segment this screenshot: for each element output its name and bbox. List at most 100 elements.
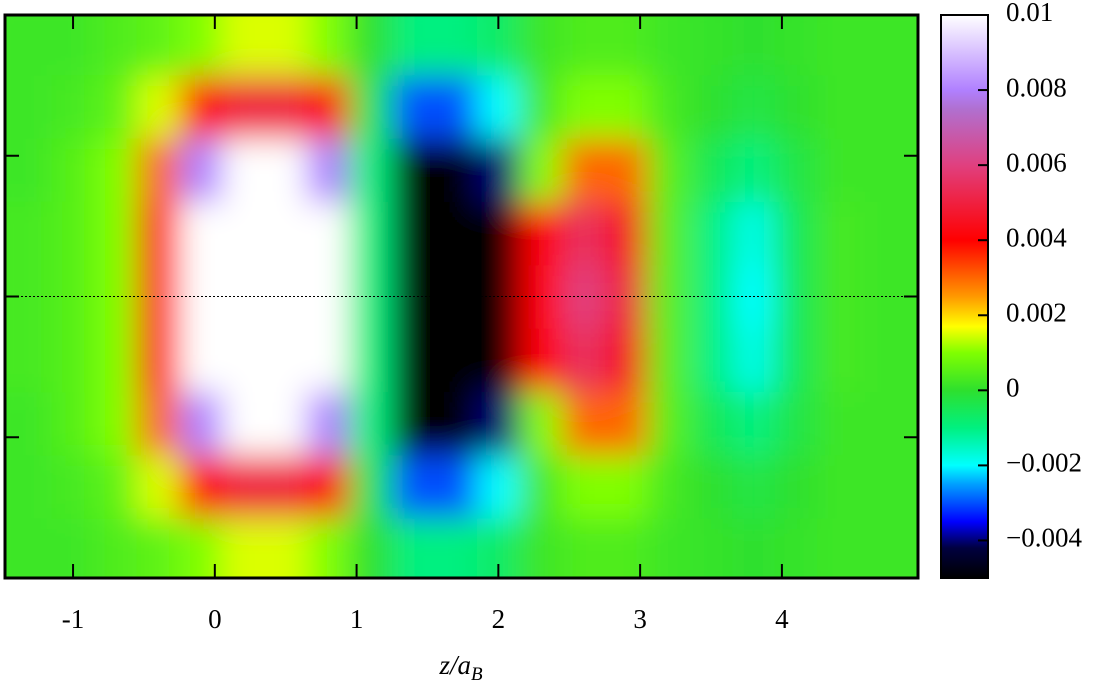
colorbar-tick-label: 0.004 [1006,222,1067,252]
heatmap-cell [51,391,95,456]
heatmap-cell [221,454,265,519]
heatmap-cell [647,138,691,202]
heatmap-cell [94,454,138,519]
heatmap-cell [859,74,918,139]
heatmap-cell [774,328,818,393]
heatmap-cell [306,15,351,76]
heatmap-cell [392,518,436,578]
heatmap-cell [434,15,478,76]
heatmap-cell [264,15,308,76]
heatmap-cell [477,391,521,456]
heatmap-cell [221,328,265,393]
heatmap-cell [392,328,436,393]
heatmap-cell [94,391,138,456]
heatmap-cell [349,138,393,202]
heatmap-cell [647,454,691,519]
heatmap-cell [689,454,733,519]
heatmap-cell [604,138,648,202]
heatmap-cell [392,391,436,456]
heatmap-cell [94,328,138,393]
heatmap-cell [859,138,918,202]
heatmap-cell [604,518,648,578]
plot-area [5,15,918,578]
heatmap-cell [477,138,521,202]
heatmap-cell [647,74,691,139]
heatmap-cell [519,74,563,139]
heatmap-cell [5,518,53,578]
heatmap-cell [349,518,393,578]
heatmap-cell [5,391,53,456]
heatmap-cell [562,328,606,393]
heatmap-cell [434,201,478,266]
heatmap-cell [5,201,53,266]
heatmap-cell [647,328,691,393]
heatmap-cell [94,74,138,139]
heatmap-cell [562,15,606,76]
heatmap-cell [604,15,648,76]
heatmap-cell [306,138,351,202]
heatmap-cell [264,328,308,393]
heatmap-cell [562,74,606,139]
heatmap-cell [349,391,393,456]
heatmap-cell [562,454,606,519]
colorbar-tick-label: −0.004 [1006,523,1082,553]
heatmap-cell [136,454,180,519]
colorbar-tick-label: −0.002 [1006,448,1082,478]
heatmap-cell [5,454,53,519]
heatmap-cell [859,15,918,76]
colorbar-tick-label: 0.006 [1006,147,1067,177]
heatmap-cell [264,454,308,519]
heatmap-cell [179,328,223,393]
heatmap-cell [51,74,95,139]
heatmap-cell [349,74,393,139]
x-tick-label: 0 [208,604,222,634]
heatmap-cell [732,74,776,139]
heatmap-cell [349,328,393,393]
heatmap-cell [817,454,861,519]
heatmap-cell [562,518,606,578]
overlay: -1 0 1 2 3 4 0.01 0.008 0.006 0.004 0.002 0 −0.002 −0… [3,0,1082,634]
x-tick-label: 2 [492,604,506,634]
heatmap-cell [604,391,648,456]
heatmap-cell [519,328,563,393]
colorbar-tick-label: 0.01 [1006,0,1053,27]
heatmap-cell [136,138,180,202]
heatmap-cell [519,15,563,76]
heatmap-cell [51,454,95,519]
heatmap-cell [604,454,648,519]
heatmap-cell [774,138,818,202]
heatmap-cell [221,201,265,266]
heatmap-cell [562,138,606,202]
heatmap-cell [519,138,563,202]
heatmap-cell [5,74,53,139]
heatmap-cell [221,518,265,578]
heatmap-cell [179,391,223,456]
heatmap-cell [5,328,53,393]
heatmap-cell [774,201,818,266]
heatmap-cell [859,391,918,456]
heatmap-cell [732,454,776,519]
heatmap-cell [519,518,563,578]
heatmap-cell [5,138,53,202]
heatmap-cell [264,391,308,456]
heatmap-cell [859,454,918,519]
heatmap-cell [51,518,95,578]
heatmap-cell [94,138,138,202]
heatmap-cell [477,15,521,76]
colorbar-tick-label: 0.008 [1006,72,1067,102]
heatmap-cell [434,74,478,139]
heatmap-cell [264,201,308,266]
heatmap-cell [604,328,648,393]
heatmap-cell [136,391,180,456]
heatmap-cell [94,15,138,76]
heatmap-cell [306,201,351,266]
heatmap-cell [94,201,138,266]
heatmap-cell [817,201,861,266]
heatmap-cells [5,15,918,578]
heatmap-cell [264,74,308,139]
heatmap-cell [519,391,563,456]
heatmap-cell [647,15,691,76]
heatmap-cell [477,201,521,266]
heatmap-cell [859,328,918,393]
